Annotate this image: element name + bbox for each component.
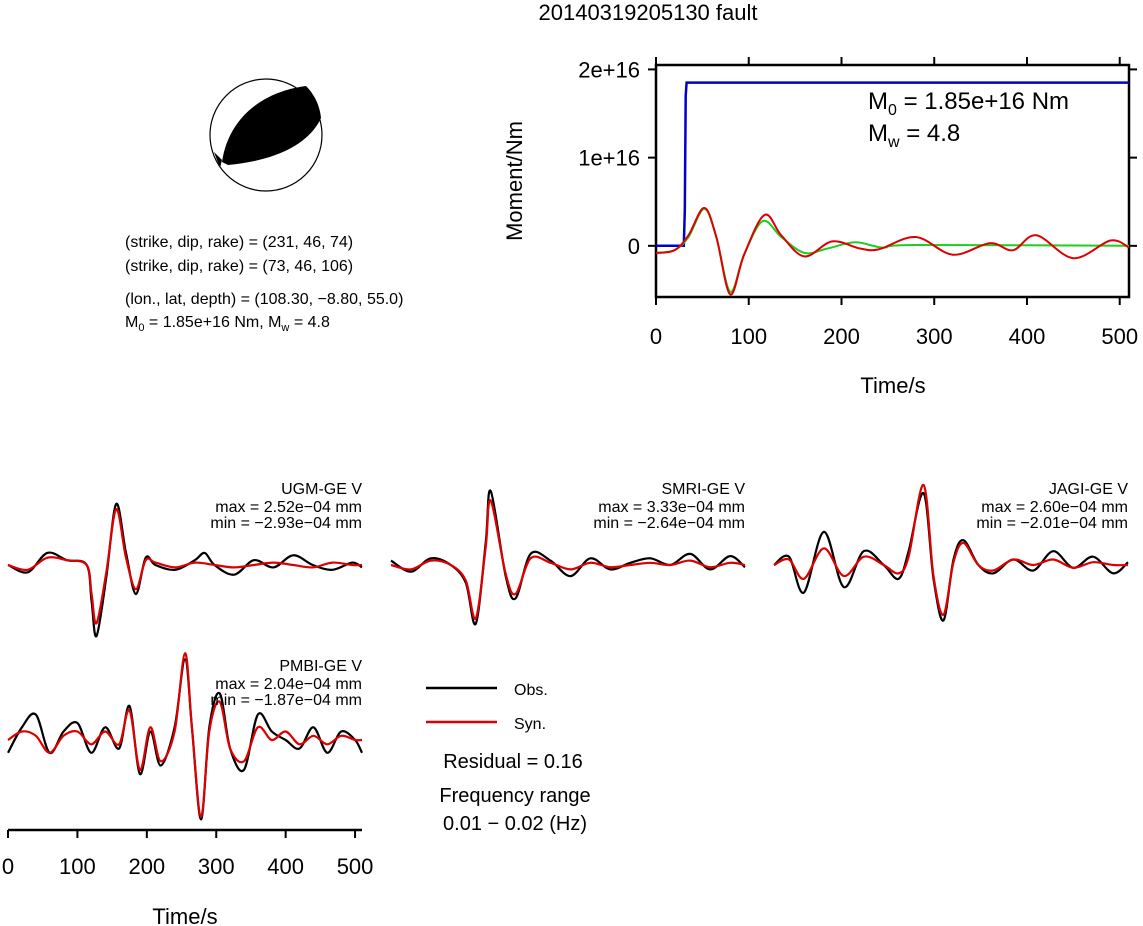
mechanism-plane1: (strike, dip, rake) = (231, 46, 74) [125,234,353,251]
moment-annotation-m0: M0 = 1.85e+16 Nm [868,88,1069,119]
waveform-x-label: Time/s [152,904,217,926]
waveform-x-tick-label: 300 [198,854,235,879]
waveform-syn-trace [7,508,363,625]
moment-rate-panel: 0 100 200 300 400 500 0 1e+16 2e+16 Time/s Mome… [502,57,1138,398]
waveform-syn-trace [773,483,1129,616]
moment-x-tick-label: 400 [1009,324,1046,349]
moment-series-red [655,206,1130,296]
moment-x-tick-label: 500 [1101,324,1138,349]
station-name: PMBI-GE V [279,658,362,675]
station-min-label: min = −2.93e−04 mm [210,515,362,532]
mechanism-moment: M0 = 1.85e+16 Nm, Mw = 4.8 [125,314,330,334]
moment-x-tick-label: 100 [730,324,767,349]
waveform-x-tick-label: 200 [128,854,165,879]
station-min-label: min = −1.87e−04 mm [210,692,362,709]
waveform-time-axis: Time/s 0 100 200 300 400 500 [2,828,374,926]
moment-x-tick-label: 0 [650,324,662,349]
moment-y-tick-label: 1e+16 [578,146,640,171]
frequency-range-value: 0.01 − 0.02 (Hz) [443,813,587,835]
residual-text: Residual = 0.16 [443,751,583,773]
waveform-x-tick-label: 400 [267,854,304,879]
moment-x-tick-label: 200 [823,324,860,349]
legend-obs-label: Obs. [514,682,548,699]
moment-y-tick-label: 0 [628,234,640,259]
beachball-compressional-quadrant [222,86,321,165]
moment-y-axis: 0 1e+16 2e+16 [578,57,1137,259]
frequency-range-title: Frequency range [439,785,590,807]
station-name: SMRI-GE V [661,481,745,498]
waveform-syn-trace [7,652,363,818]
moment-plot-frame [654,63,1131,299]
figure-title: 20140319205130 fault [539,0,758,25]
moment-y-label: Moment/Nm [502,121,527,241]
waveform-x-tick-label: 100 [59,854,96,879]
waveform-x-tick-label: 500 [337,854,374,879]
moment-series-group [655,81,1130,296]
station-min-label: min = −2.01e−04 mm [976,515,1128,532]
legend-syn-label: Syn. [514,716,546,733]
station-max-label: max = 2.04e−04 mm [215,676,362,693]
station-name: JAGI-GE V [1049,481,1128,498]
waveform-legend: Obs. Syn. Residual = 0.16 Frequency rang… [426,682,591,835]
station-min-label: min = −2.64e−04 mm [593,515,745,532]
station-max-label: max = 2.52e−04 mm [215,499,362,516]
waveform-syn-trace [390,499,746,620]
mechanism-location: (lon., lat, depth) = (108.30, −8.80, 55.… [125,291,403,308]
station-max-label: max = 2.60e−04 mm [981,499,1128,516]
station-max-label: max = 3.33e−04 mm [598,499,745,516]
moment-x-tick-label: 300 [916,324,953,349]
focal-mechanism-beachball [209,78,323,192]
beachball-edge-sliver [214,152,222,168]
moment-x-label: Time/s [860,373,925,398]
mechanism-plane2: (strike, dip, rake) = (73, 46, 106) [125,258,353,275]
moment-annotation-mw: Mw = 4.8 [868,120,960,151]
moment-y-tick-label: 2e+16 [578,57,640,82]
moment-x-axis: 0 100 200 300 400 500 [650,57,1138,349]
waveform-x-tick-label: 0 [2,854,14,879]
station-name: UGM-GE V [281,481,362,498]
